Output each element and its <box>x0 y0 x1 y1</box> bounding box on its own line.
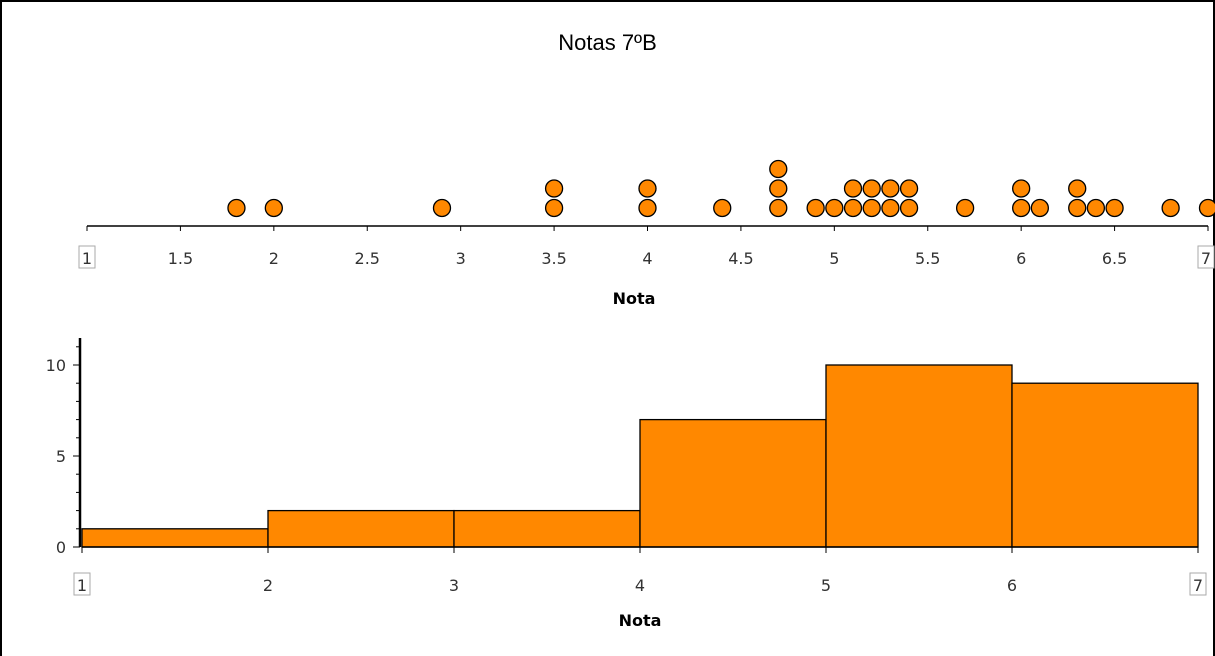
histogram-bar <box>639 418 827 548</box>
dotplot-tick-label: 7 <box>1201 249 1211 268</box>
dotplot-point <box>843 198 863 218</box>
dotplot-tick-box <box>78 245 96 269</box>
histogram-x-tick-label: 4 <box>635 576 645 595</box>
dotplot-point <box>1161 198 1180 218</box>
dotplot-tick-label: 4.5 <box>728 249 753 268</box>
histogram-x-tick-label: 2 <box>263 576 273 595</box>
dotplot-tick-label: 5 <box>829 249 839 268</box>
dotplot-point <box>713 198 732 218</box>
histogram-y-tick-label: 10 <box>46 356 66 375</box>
dotplot-tick-label: 6 <box>1016 249 1026 268</box>
dotplot-point <box>899 179 919 198</box>
dotplot-point <box>638 198 657 218</box>
dotplot-tick-label: 1 <box>82 249 92 268</box>
dotplot-x-axis-title: Nota <box>613 289 656 308</box>
histogram-bar <box>1011 382 1199 548</box>
dotplot-point <box>769 179 788 198</box>
dotplot-tick-label: 5.5 <box>915 249 940 268</box>
dotplot-point <box>1198 198 1215 218</box>
dotplot-point <box>638 179 657 198</box>
dotplot-point <box>1012 179 1031 198</box>
dotplot-point <box>432 198 452 218</box>
chart-title: Notas 7ºB <box>558 30 657 55</box>
dotplot-point <box>825 198 844 218</box>
histogram-x-tick-label: 5 <box>821 576 831 595</box>
dotplot-point <box>1105 198 1124 218</box>
dotplot-tick-label: 6.5 <box>1102 249 1127 268</box>
dotplot-point <box>955 198 975 218</box>
dotplot-tick-label: 2 <box>269 249 279 268</box>
dotplot-point <box>1086 198 1106 218</box>
dotplot-point <box>899 198 919 218</box>
histogram-bar <box>81 528 269 548</box>
dotplot-point <box>264 198 283 218</box>
dotplot-point <box>1012 198 1031 218</box>
histogram-x-axis-title: Nota <box>619 611 662 630</box>
histogram-y-tick-label: 0 <box>56 538 66 557</box>
dotplot-tick-label: 3.5 <box>541 249 566 268</box>
histogram-x-tick-label: 3 <box>449 576 459 595</box>
histogram-bar <box>267 509 455 548</box>
histogram-x-tick-box <box>73 572 91 596</box>
histogram-y-tick-label: 5 <box>56 447 66 466</box>
histogram-x-tick-label: 6 <box>1007 576 1017 595</box>
dotplot-point <box>544 198 564 218</box>
dotplot-point <box>227 198 246 218</box>
histogram-x-tick-label: 7 <box>1193 576 1203 595</box>
dotplot-point <box>806 198 825 218</box>
dotplot-point <box>544 179 564 198</box>
dotplot-point <box>881 179 900 198</box>
dotplot-point <box>1068 198 1087 218</box>
dotplot-point <box>769 159 788 179</box>
dotplot-tick-label: 1.5 <box>168 249 193 268</box>
dotplot-tick-box <box>1197 245 1215 269</box>
dotplot-point <box>1068 179 1087 198</box>
dotplot-tick-label: 2.5 <box>355 249 380 268</box>
dotplot-tick-label: 3 <box>456 249 466 268</box>
histogram-x-tick-box <box>1189 572 1207 596</box>
dotplot-point <box>862 198 881 218</box>
dotplot-point <box>769 198 788 218</box>
histogram-bar <box>825 364 1013 548</box>
dotplot-point <box>843 179 863 198</box>
dotplot-point <box>881 198 900 218</box>
dotplot-point <box>862 179 881 198</box>
histogram-x-tick-label: 1 <box>77 576 87 595</box>
dotplot-tick-label: 4 <box>642 249 652 268</box>
dotplot-point <box>1030 198 1049 218</box>
histogram-bar <box>453 509 641 548</box>
